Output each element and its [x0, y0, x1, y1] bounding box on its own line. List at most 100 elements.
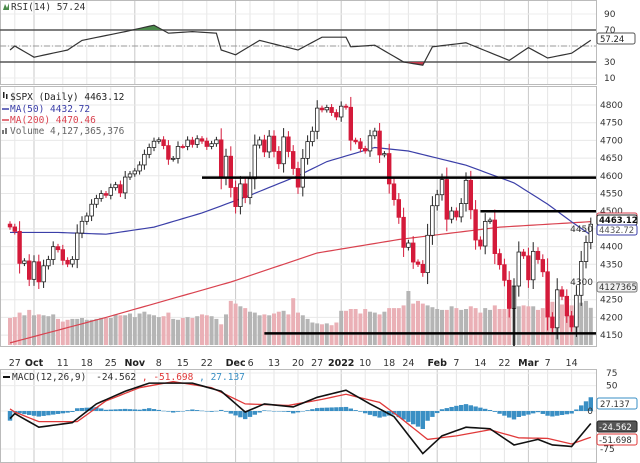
candle-body: [123, 176, 128, 194]
volume-bar: [497, 309, 502, 345]
volume-bar: [483, 308, 488, 345]
macd-histogram-bar: [89, 407, 94, 411]
volume-bar: [420, 303, 425, 345]
candle-body: [209, 143, 214, 147]
price-tick-label: 4700: [600, 136, 623, 146]
ma200-legend: MA(200) 4470.46: [10, 115, 96, 126]
macd-histogram-bar: [151, 409, 157, 411]
candle-body: [579, 261, 584, 296]
macd-histogram-bar: [574, 409, 579, 411]
volume-bar: [190, 318, 195, 345]
macd-histogram-bar: [223, 411, 229, 412]
volume-bar: [502, 309, 507, 345]
macd-histogram-bar: [430, 411, 435, 417]
candle-body: [94, 197, 99, 205]
macd-histogram-bar: [247, 411, 253, 417]
volume-bar: [166, 312, 171, 345]
volume-bar: [382, 311, 387, 345]
date-tick-label: 24: [402, 358, 414, 369]
macd-histogram-bar: [171, 411, 176, 413]
macd-histogram-bar: [348, 408, 353, 411]
date-tick-label: 27: [9, 358, 21, 369]
candle-body: [482, 221, 488, 247]
macd-histogram-bar: [343, 406, 349, 411]
macd-histogram-bar: [291, 411, 296, 414]
volume-bar: [579, 302, 584, 345]
macd-histogram-bar: [300, 411, 305, 412]
volume-bar: [492, 305, 497, 345]
macd-tag: -24.562: [599, 423, 632, 433]
macd-sep1: ,: [142, 372, 153, 383]
price-tag: 4463.12: [599, 216, 638, 226]
candle-body: [463, 179, 469, 204]
volume-bar: [344, 310, 348, 345]
candle-body: [194, 138, 200, 145]
macd-histogram-bar: [401, 411, 406, 420]
volume-bar: [80, 318, 84, 345]
volume-bar: [156, 317, 161, 345]
macd-histogram-bar: [238, 411, 243, 418]
candle-body: [439, 179, 445, 196]
histogram-tag: 27.137: [600, 400, 630, 410]
volume-bar: [243, 308, 248, 345]
date-tick-label: 27: [311, 358, 323, 369]
rsi-legend: RSI(14) 57.24: [3, 2, 86, 13]
volume-bar: [132, 317, 137, 345]
candle-body: [430, 205, 435, 236]
volume-bar: [272, 313, 276, 345]
macd-histogram-bar: [463, 404, 469, 411]
macd-histogram-bar: [79, 407, 85, 411]
macd-tag-box: [596, 420, 638, 433]
macd-histogram-bar: [468, 405, 473, 411]
candle-body: [559, 289, 565, 297]
candle-body: [319, 107, 325, 111]
candle-body: [401, 216, 406, 248]
ma50-tag: 4432.72: [599, 226, 634, 236]
rsi-tick-label: 70: [604, 26, 616, 36]
date-tick-label: 7: [453, 358, 459, 369]
candle-body: [271, 135, 277, 152]
macd-histogram-bar: [113, 409, 118, 411]
candle-body: [223, 155, 229, 179]
volume-bar: [363, 309, 368, 345]
candle-body: [166, 145, 171, 160]
volume-bar: [488, 309, 492, 345]
macd-histogram-bar: [214, 410, 219, 412]
candle-body: [257, 139, 262, 146]
date-tick-label: 22: [201, 358, 213, 369]
volume-bar: [94, 318, 99, 345]
macd-histogram-bar: [99, 408, 104, 411]
candle-body: [118, 184, 123, 194]
volume-bar: [137, 313, 142, 345]
macd-histogram-bar: [516, 411, 521, 417]
macd-histogram-bar: [569, 411, 574, 414]
macd-histogram-bar: [435, 411, 440, 414]
candle-body: [60, 249, 65, 261]
candle-body: [161, 139, 166, 147]
volume-bar: [108, 318, 113, 345]
volume-bar: [560, 304, 564, 345]
volume-bar: [70, 318, 75, 345]
volume-bar: [185, 317, 190, 345]
candle-body: [329, 107, 334, 113]
macd-histogram-bar: [36, 411, 41, 417]
volume-bar: [176, 319, 180, 345]
candle-body: [535, 250, 541, 260]
macd-histogram-bar: [454, 405, 459, 411]
chart-type-icon: [3, 3, 9, 10]
volume-bar: [516, 306, 521, 345]
volume-bar: [339, 310, 344, 345]
histogram-value: 27.137: [211, 372, 245, 383]
candlesticks: [7, 96, 593, 340]
volume-bar: [118, 315, 123, 345]
volume-bar: [425, 305, 430, 345]
volume-bar: [320, 324, 324, 345]
candle-body: [458, 203, 464, 218]
candle-body: [362, 148, 368, 152]
macd-histogram-bar: [60, 411, 65, 414]
macd-histogram-bar: [166, 411, 171, 412]
macd-histogram-bar: [228, 411, 233, 414]
macd-histogram-bar: [219, 409, 224, 411]
volume-bar: [46, 316, 51, 345]
